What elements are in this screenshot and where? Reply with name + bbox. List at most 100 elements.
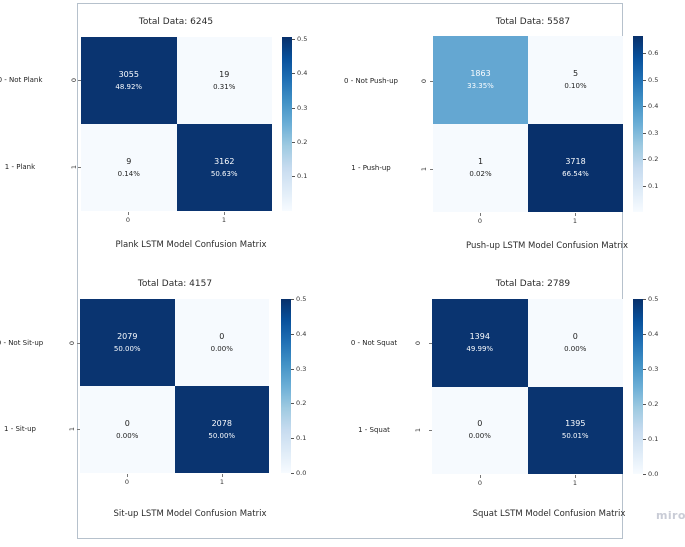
colorbar-tick: 0.4 (291, 330, 306, 338)
row-label: 0 - Not Sit-up (0, 339, 44, 347)
colorbar-tick-label: 0.2 (648, 400, 659, 408)
x-tick-label: 0 (124, 478, 130, 486)
colorbar-tick: 0.4 (643, 330, 658, 338)
colorbar-tick: 0.2 (291, 399, 306, 407)
tick-mark (643, 473, 646, 475)
heatmap-cell: 0 0.00% (527, 299, 623, 387)
total-data-title: Total Data: 6245 (138, 17, 214, 27)
tick-mark (643, 438, 646, 440)
cell-percent: 0.14% (117, 169, 140, 178)
cell-percent: 0.10% (564, 82, 587, 90)
colorbar-tick-label: 0.0 (648, 470, 659, 478)
colorbar-tick-label: 0.1 (296, 434, 307, 442)
cell-count: 0 (477, 419, 483, 429)
miro-watermark: miro (656, 509, 685, 522)
colorbar-tick-label: 0.4 (296, 330, 307, 338)
tick-mark (429, 343, 432, 344)
x-tick-label: 0 (477, 217, 483, 225)
heatmap-cell: 5 0.10% (528, 36, 623, 124)
colorbar-tick: 0.0 (291, 469, 306, 477)
x-tick-label: 0 (477, 479, 483, 487)
tick-mark (643, 333, 646, 335)
y-tick-label: 1 (68, 426, 76, 432)
tick-mark (430, 81, 433, 82)
tick-mark (291, 402, 294, 404)
tick-mark (643, 403, 646, 405)
heatmap: 3055 48.92% 19 0.31% 9 0.14% 3162 50.63% (81, 37, 272, 211)
heatmap-cell: 0 0.00% (432, 386, 528, 474)
y-tick-label: 1 (414, 427, 422, 433)
tick-mark (575, 475, 576, 478)
colorbar-tick: 0.2 (643, 155, 658, 163)
heatmap-cell: 1394 49.99% (432, 299, 528, 387)
tick-mark (77, 429, 80, 430)
heatmap-cell: 9 0.14% (81, 124, 177, 211)
y-tick-label: 0 (414, 340, 422, 346)
tick-mark (78, 167, 81, 168)
heatmap-cell: 0 0.00% (80, 386, 175, 473)
colorbar-tick-label: 0.5 (648, 76, 659, 84)
colorbar-tick-label: 0.2 (296, 399, 307, 407)
heatmap-cell: 3718 66.54% (528, 124, 623, 212)
colorbar-tick: 0.4 (292, 69, 307, 77)
y-tick-label: 1 (70, 164, 78, 170)
heatmap-cell: 3162 50.63% (176, 124, 272, 211)
colorbar-tick-label: 0.5 (296, 295, 307, 303)
colorbar-tick-label: 0.4 (648, 102, 659, 110)
tick-mark (429, 430, 432, 431)
y-tick-label: 0 (420, 78, 428, 84)
cell-percent: 0.00% (116, 431, 139, 440)
cell-count: 0 (124, 418, 130, 428)
colorbar-tick: 0.4 (643, 102, 658, 110)
row-label: 1 - Sit-up (4, 425, 36, 433)
cell-count: 0 (572, 331, 578, 341)
tick-mark (127, 474, 128, 477)
cell-count: 0 (219, 331, 225, 341)
tick-mark (222, 474, 223, 477)
heatmap-cell: 2079 50.00% (80, 299, 175, 386)
tick-mark (291, 472, 294, 474)
heatmap-cell: 1 0.02% (433, 124, 528, 212)
colorbar-tick: 0.1 (291, 434, 306, 442)
colorbar-tick: 0.1 (643, 435, 658, 443)
colorbar-tick-label: 0.4 (297, 69, 308, 77)
heatmap-cell: 19 0.31% (176, 37, 272, 124)
heatmap-cell: 1395 50.01% (527, 386, 623, 474)
colorbar-tick-label: 0.5 (297, 35, 308, 43)
cell-count: 2078 (211, 418, 232, 428)
y-tick-label: 1 (420, 166, 428, 172)
y-tick-label: 0 (70, 77, 78, 83)
x-tick-label: 1 (219, 478, 225, 486)
chart-caption: Sit-up LSTM Model Confusion Matrix (113, 509, 267, 519)
tick-mark (292, 175, 295, 177)
cell-percent: 0.00% (210, 344, 233, 353)
x-tick-label: 1 (572, 217, 578, 225)
tick-mark (291, 368, 294, 370)
colorbar-tick-label: 0.4 (648, 330, 659, 338)
heatmap-cell: 3055 48.92% (81, 37, 177, 124)
tick-mark (643, 368, 646, 370)
tick-mark (77, 343, 80, 344)
colorbar-tick-label: 0.3 (296, 365, 307, 373)
tick-mark (291, 298, 294, 300)
tick-mark (643, 105, 646, 107)
colorbar-tick-label: 0.3 (648, 129, 659, 137)
tick-mark (643, 52, 646, 54)
board-frame[interactable] (77, 3, 623, 539)
tick-mark (643, 185, 646, 187)
cell-percent: 50.63% (210, 169, 238, 178)
colorbar-tick: 0.5 (643, 295, 658, 303)
colorbar-tick: 0.5 (291, 295, 306, 303)
colorbar (633, 36, 643, 212)
colorbar-tick: 0.2 (643, 400, 658, 408)
tick-mark (430, 169, 433, 170)
colorbar-tick-label: 0.1 (297, 172, 308, 180)
colorbar-tick: 0.5 (643, 76, 658, 84)
cell-percent: 33.35% (467, 82, 494, 90)
cell-count: 3055 (118, 69, 139, 79)
row-label: 1 - Squat (358, 426, 390, 434)
cell-percent: 50.01% (561, 432, 589, 441)
tick-mark (643, 79, 646, 81)
tick-mark (643, 298, 646, 300)
tick-mark (128, 212, 129, 215)
